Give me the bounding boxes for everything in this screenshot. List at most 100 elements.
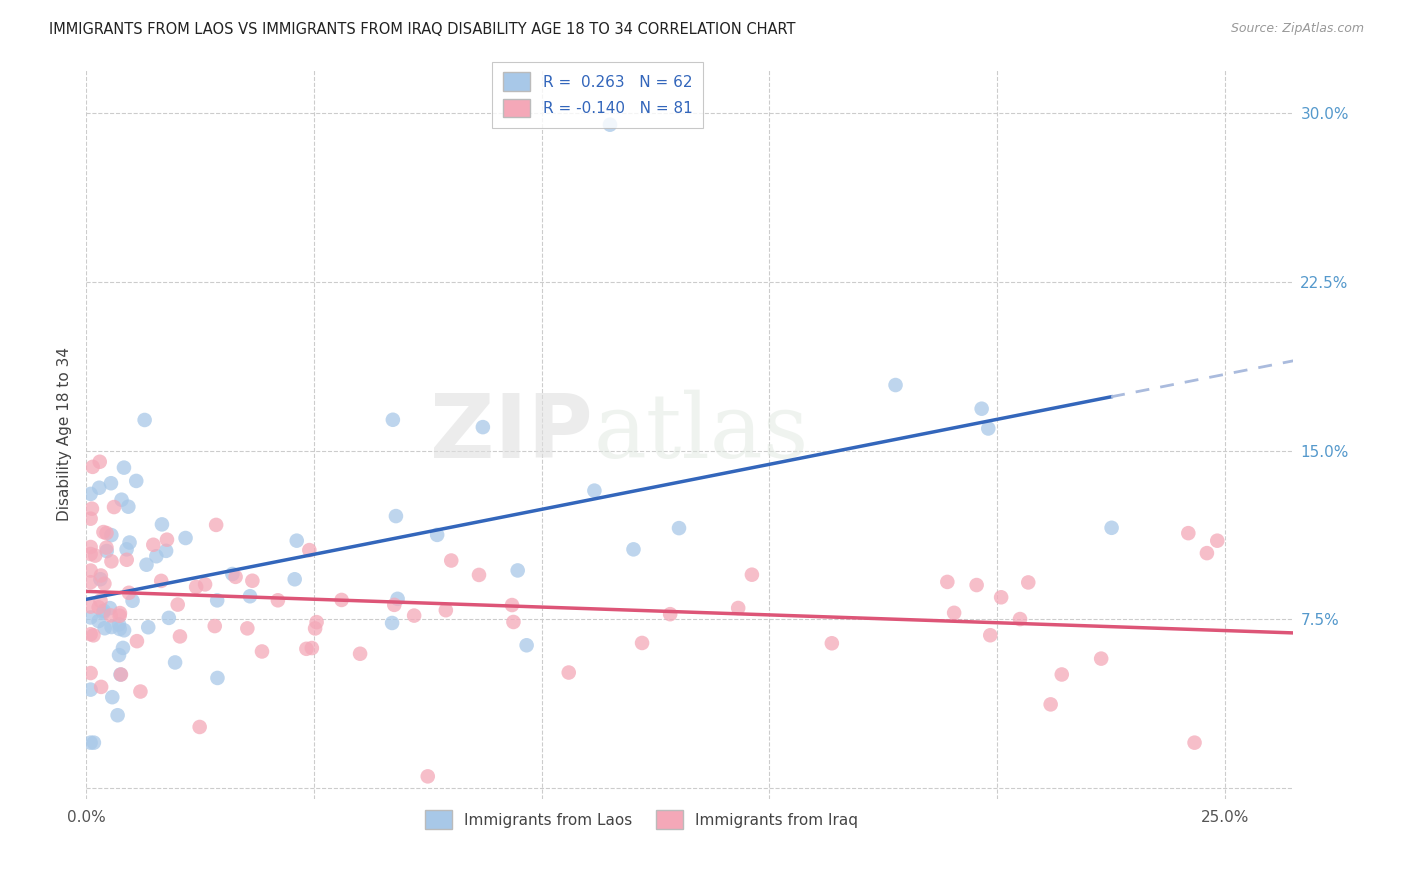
Text: ZIP: ZIP: [430, 390, 593, 477]
Point: [599, 118, 621, 132]
Point: [506, 563, 529, 577]
Point: [990, 591, 1012, 605]
Point: [966, 578, 988, 592]
Point: [108, 622, 131, 636]
Point: [125, 474, 148, 488]
Point: [111, 640, 134, 655]
Point: [295, 641, 318, 656]
Point: [79, 682, 101, 697]
Point: [79, 736, 101, 750]
Point: [1039, 698, 1062, 712]
Point: [82, 628, 104, 642]
Point: [821, 636, 844, 650]
Text: IMMIGRANTS FROM LAOS VS IMMIGRANTS FROM IRAQ DISABILITY AGE 18 TO 34 CORRELATION: IMMIGRANTS FROM LAOS VS IMMIGRANTS FROM …: [49, 22, 796, 37]
Point: [79, 575, 101, 590]
Point: [304, 622, 326, 636]
Point: [79, 610, 101, 624]
Point: [110, 492, 132, 507]
Point: [558, 665, 581, 680]
Point: [110, 667, 132, 681]
Point: [468, 568, 491, 582]
Point: [84, 549, 107, 563]
Point: [1017, 575, 1039, 590]
Point: [145, 549, 167, 564]
Point: [207, 671, 229, 685]
Point: [239, 589, 262, 603]
Point: [93, 576, 115, 591]
Point: [79, 540, 101, 554]
Point: [93, 604, 115, 618]
Legend: Immigrants from Laos, Immigrants from Iraq: Immigrants from Laos, Immigrants from Ir…: [419, 805, 865, 835]
Point: [194, 577, 217, 591]
Point: [1050, 667, 1073, 681]
Point: [96, 526, 118, 541]
Point: [387, 591, 409, 606]
Point: [79, 564, 101, 578]
Point: [502, 615, 524, 629]
Point: [79, 627, 101, 641]
Point: [89, 572, 111, 586]
Point: [1101, 521, 1123, 535]
Point: [142, 538, 165, 552]
Point: [225, 570, 247, 584]
Point: [150, 517, 173, 532]
Point: [285, 533, 308, 548]
Point: [79, 511, 101, 525]
Point: [118, 586, 141, 600]
Point: [382, 598, 405, 612]
Point: [87, 614, 110, 628]
Point: [166, 598, 188, 612]
Point: [1184, 736, 1206, 750]
Point: [1090, 651, 1112, 665]
Point: [884, 378, 907, 392]
Point: [583, 483, 606, 498]
Point: [301, 640, 323, 655]
Point: [108, 608, 131, 623]
Point: [250, 644, 273, 658]
Y-axis label: Disability Age 18 to 34: Disability Age 18 to 34: [58, 347, 72, 521]
Point: [100, 528, 122, 542]
Point: [79, 487, 101, 501]
Point: [284, 572, 307, 586]
Point: [659, 607, 682, 622]
Point: [115, 542, 138, 557]
Point: [100, 608, 122, 623]
Point: [205, 593, 228, 607]
Point: [240, 574, 263, 588]
Point: [129, 684, 152, 698]
Point: [440, 553, 463, 567]
Point: [125, 634, 148, 648]
Point: [89, 455, 111, 469]
Point: [381, 413, 404, 427]
Point: [381, 615, 404, 630]
Point: [135, 558, 157, 572]
Point: [236, 621, 259, 635]
Point: [1008, 612, 1031, 626]
Point: [169, 629, 191, 643]
Point: [107, 708, 129, 723]
Point: [121, 594, 143, 608]
Point: [96, 541, 118, 555]
Point: [298, 543, 321, 558]
Point: [155, 544, 177, 558]
Point: [1195, 546, 1218, 560]
Point: [416, 769, 439, 783]
Point: [165, 656, 187, 670]
Point: [434, 603, 457, 617]
Point: [668, 521, 690, 535]
Point: [157, 611, 180, 625]
Point: [98, 601, 121, 615]
Point: [188, 720, 211, 734]
Point: [977, 421, 1000, 435]
Point: [112, 460, 135, 475]
Point: [221, 567, 243, 582]
Point: [174, 531, 197, 545]
Point: [103, 500, 125, 514]
Point: [204, 619, 226, 633]
Point: [112, 624, 135, 638]
Point: [385, 509, 408, 524]
Point: [101, 690, 124, 705]
Point: [623, 542, 645, 557]
Point: [631, 636, 654, 650]
Point: [936, 574, 959, 589]
